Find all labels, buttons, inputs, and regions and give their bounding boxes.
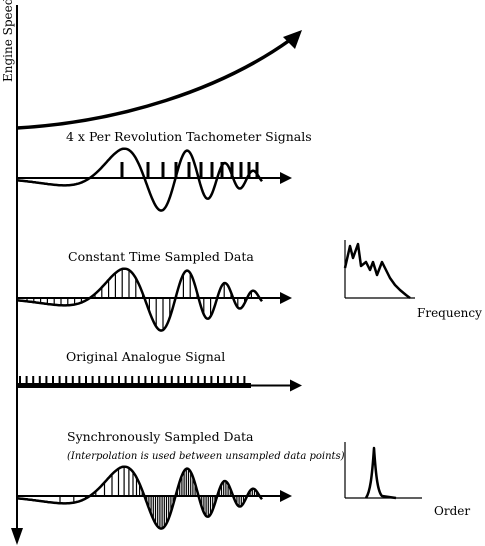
synchronous-axis: [17, 490, 292, 502]
tachometer-title: 4 x Per Revolution Tachometer Signals: [66, 129, 312, 144]
constant-time-samples: [26, 269, 259, 330]
synchronous-waveform: [16, 465, 263, 530]
synchronous-samples: [59, 466, 262, 529]
original-signal-title: Original Analogue Signal: [66, 349, 225, 364]
original-signal-axis: [17, 379, 302, 392]
order-spectrum: [344, 442, 422, 500]
synchronous-note: (Interpolation is used between unsampled…: [67, 451, 345, 462]
engine-speed-curve: [16, 38, 292, 130]
frequency-spectrum-curve: [343, 242, 411, 299]
tachometer-waveform: [16, 147, 263, 212]
synchronous-title: Synchronously Sampled Data: [67, 429, 254, 444]
constant-time-title: Constant Time Sampled Data: [68, 249, 254, 264]
engine-speed-arrowhead: [283, 30, 302, 49]
time-axis: [11, 5, 23, 545]
engine-speed-label: Engine Speed: [1, 0, 15, 82]
order-label: Order: [434, 504, 470, 518]
frequency-spectrum: [343, 240, 415, 299]
original-signal-ticks: [19, 376, 246, 384]
frequency-label: Frequency: [417, 306, 482, 320]
order-spectrum-curve: [364, 446, 397, 500]
constant-time-waveform: [16, 267, 263, 332]
tachometer-pulses: [120, 162, 259, 178]
time-axis-arrowhead: [11, 528, 23, 545]
